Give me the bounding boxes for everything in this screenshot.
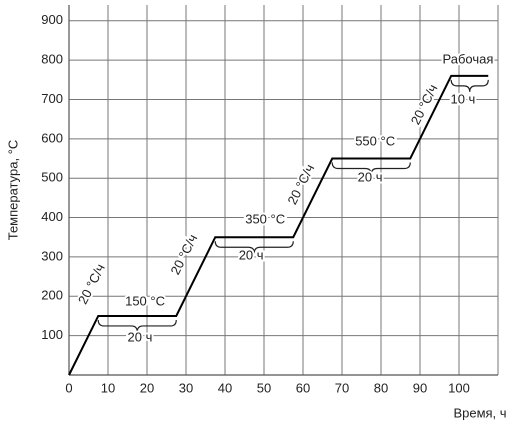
annotation: 20 °C/ч (167, 232, 200, 277)
annotation: 350 °C (245, 211, 285, 226)
data-line (68, 74, 489, 376)
annotation: 20 ч (358, 170, 383, 185)
x-tick-label: 90 (413, 380, 427, 395)
annotation: 20 °C/ч (408, 82, 441, 127)
x-tick-label: 0 (65, 380, 72, 395)
brace (97, 319, 177, 332)
x-tick-label: 40 (218, 380, 232, 395)
x-axis-title: Время, ч (453, 405, 506, 420)
y-tick-label: 400 (41, 209, 63, 224)
x-tick-label: 10 (101, 380, 115, 395)
annotation: 10 ч (450, 91, 475, 106)
x-tick-label: 30 (179, 380, 193, 395)
y-tick-label: 800 (41, 52, 63, 67)
brace (214, 241, 294, 254)
y-axis-title: Температура, °C (5, 140, 20, 241)
y-tick-label: 600 (41, 130, 63, 145)
y-tick-label: 900 (41, 12, 63, 27)
x-tick-label: 100 (448, 380, 470, 395)
annotation: 20 ч (239, 248, 264, 263)
annotation: Рабочая (443, 52, 494, 67)
brace (450, 79, 489, 92)
y-tick-label: 500 (41, 170, 63, 185)
x-tick-label: 70 (335, 380, 349, 395)
y-tick-label: 700 (41, 91, 63, 106)
annotation: 20 °C/ч (75, 261, 108, 306)
y-tick-label: 300 (41, 248, 63, 263)
y-tick-label: 200 (41, 288, 63, 303)
x-tick-label: 20 (140, 380, 154, 395)
x-tick-label: 50 (257, 380, 271, 395)
y-tick-label: 100 (41, 327, 63, 342)
annotation: 550 °C (355, 133, 395, 148)
annotation: 150 °C (125, 294, 165, 309)
x-tick-label: 60 (296, 380, 310, 395)
x-tick-label: 80 (374, 380, 388, 395)
annotation: 20 ч (128, 329, 153, 344)
